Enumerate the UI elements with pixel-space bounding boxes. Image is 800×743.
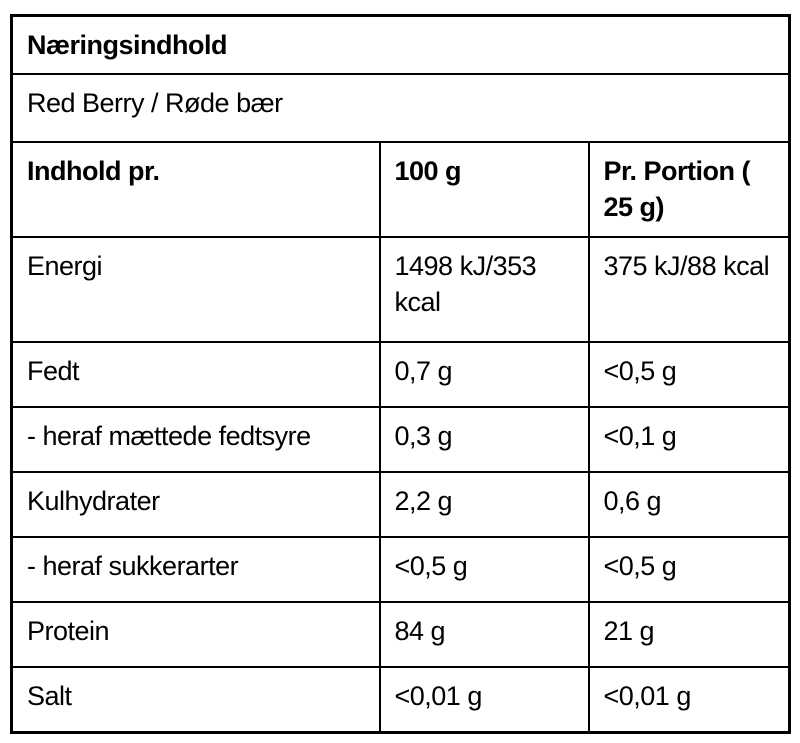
value-per-portion: 375 kJ/88 kcal <box>587 236 791 343</box>
nutrient-label: - heraf sukkerarter <box>10 536 381 603</box>
value-per-100g: 0,3 g <box>378 406 590 473</box>
flavor-row: Red Berry / Røde bær <box>10 73 791 143</box>
value-per-portion: 0,6 g <box>587 471 791 538</box>
table-title: Næringsindhold <box>10 14 791 75</box>
column-header-per-portion: Pr. Portion ( 25 g) <box>587 141 791 238</box>
table-row-kulhydrater: Kulhydrater 2,2 g 0,6 g <box>10 471 791 538</box>
value-per-100g: 1498 kJ/353 kcal <box>378 236 590 343</box>
column-header-label: Indhold pr. <box>10 141 381 238</box>
flavor-name: Red Berry / Røde bær <box>10 73 791 143</box>
nutrient-label: - heraf mættede fedtsyre <box>10 406 381 473</box>
nutrient-label: Energi <box>10 236 381 343</box>
value-per-100g: 2,2 g <box>378 471 590 538</box>
table-row-energi: Energi 1498 kJ/353 kcal 375 kJ/88 kcal <box>10 236 791 343</box>
nutrient-label: Salt <box>10 666 381 733</box>
nutrient-label: Kulhydrater <box>10 471 381 538</box>
header-row: Indhold pr. 100 g Pr. Portion ( 25 g) <box>10 141 791 238</box>
value-per-portion: <0,5 g <box>587 536 791 603</box>
column-header-per-100g: 100 g <box>378 141 590 238</box>
nutrient-label: Fedt <box>10 341 381 408</box>
value-per-portion: <0,01 g <box>587 666 791 733</box>
value-per-100g: 84 g <box>378 601 590 668</box>
nutrient-label: Protein <box>10 601 381 668</box>
table-row-protein: Protein 84 g 21 g <box>10 601 791 668</box>
value-per-portion: 21 g <box>587 601 791 668</box>
value-per-portion: <0,1 g <box>587 406 791 473</box>
table-title-row: Næringsindhold <box>10 14 791 75</box>
table-row-salt: Salt <0,01 g <0,01 g <box>10 666 791 733</box>
value-per-100g: <0,5 g <box>378 536 590 603</box>
table-row-maettede-fedtsyre: - heraf mættede fedtsyre 0,3 g <0,1 g <box>10 406 791 473</box>
table-row-sukkerarter: - heraf sukkerarter <0,5 g <0,5 g <box>10 536 791 603</box>
table-row-fedt: Fedt 0,7 g <0,5 g <box>10 341 791 408</box>
value-per-100g: 0,7 g <box>378 341 590 408</box>
value-per-portion: <0,5 g <box>587 341 791 408</box>
value-per-100g: <0,01 g <box>378 666 590 733</box>
nutrition-table: Næringsindhold Red Berry / Røde bær Indh… <box>10 14 792 734</box>
